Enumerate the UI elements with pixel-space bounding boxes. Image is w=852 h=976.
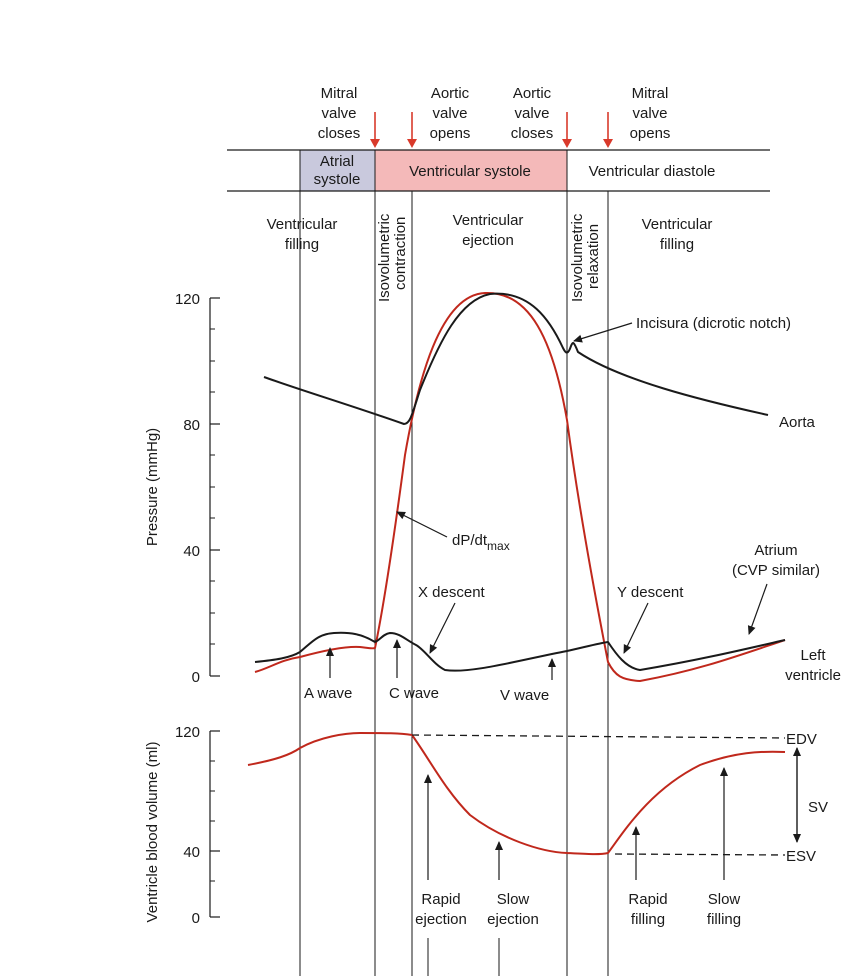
esv-label: ESV [786,848,816,865]
pressure-tick-label: 40 [183,543,200,560]
a-wave-label: A wave [304,647,352,702]
pressure-axis: 120 80 40 0 Pressure (mmHg) [144,291,220,686]
sub-phase-ejection: Ventricular ejection [453,212,524,249]
svg-text:Isovolumetric: Isovolumetric [569,213,586,302]
valve-event-aortic-closes: Aortic valve closes [511,85,554,142]
svg-text:filling: filling [660,236,694,253]
svg-text:Rapid: Rapid [421,891,460,908]
svg-text:filling: filling [707,911,741,928]
dpdt-label: dP/dtmax [396,511,510,553]
ventricle-volume-curve [247,731,786,856]
x-descent-label: X descent [418,584,486,654]
svg-text:ventricle: ventricle [785,667,841,684]
svg-text:closes: closes [318,125,361,142]
atrial-systole-band [300,150,375,191]
atrial-systole-label: Atrial [320,153,354,170]
svg-text:valve: valve [632,105,667,122]
pressure-tick-label: 120 [175,291,200,308]
svg-text:Aortic: Aortic [431,85,470,102]
svg-text:valve: valve [432,105,467,122]
svg-text:opens: opens [430,125,471,142]
volume-tick-label: 40 [183,844,200,861]
atrium-label: Atrium (CVP similar) [732,542,820,635]
rapid-filling-label: Rapid filling [628,891,667,928]
sv-label: SV [808,799,828,816]
valve-event-mitral-opens: Mitral valve opens [630,85,671,142]
valve-arrow-icon [370,112,380,148]
svg-text:filling: filling [631,911,665,928]
rapid-ejection-label: Rapid ejection [415,891,467,928]
volume-tick-label: 120 [175,724,200,741]
pressure-tick-label: 0 [192,669,200,686]
svg-text:C wave: C wave [389,685,439,702]
svg-text:contraction: contraction [392,217,409,290]
svg-text:opens: opens [630,125,671,142]
c-wave-label: C wave [389,639,439,702]
svg-text:A wave: A wave [304,685,352,702]
svg-text:Mitral: Mitral [321,85,358,102]
valve-event-aortic-opens: Aortic valve opens [430,85,471,142]
slow-filling-label: Slow filling [707,891,741,928]
sub-phase-isovolumetric-contraction: Isovolumetric contraction [376,213,409,302]
svg-text:Isovolumetric: Isovolumetric [376,213,393,302]
ventricular-systole-band [375,150,567,191]
svg-text:dP/dtmax: dP/dtmax [452,532,510,553]
pressure-tick-label: 80 [183,417,200,434]
svg-text:X descent: X descent [418,584,486,601]
slow-ejection-label: Slow ejection [487,891,539,928]
y-descent-label: Y descent [617,584,684,654]
svg-text:ejection: ejection [487,911,539,928]
edv-reference-line [411,734,786,739]
pressure-axis-title: Pressure (mmHg) [144,428,161,546]
sub-phase-filling-left: Ventricular filling [267,216,338,253]
valve-arrow-icon [603,112,613,148]
svg-text:Ventricular: Ventricular [453,212,524,229]
volume-axis-title: Ventricle blood volume (ml) [144,742,161,923]
svg-text:relaxation: relaxation [585,224,602,289]
atrial-systole-label-2: systole [314,171,361,188]
svg-text:valve: valve [514,105,549,122]
atrium-pressure-curve [254,631,786,672]
valve-arrow-icon [407,112,417,148]
svg-text:Atrium: Atrium [754,542,797,559]
v-wave-label: V wave [500,658,556,704]
svg-text:Ventricular: Ventricular [267,216,338,233]
incisura-label: Incisura (dicrotic notch) [573,315,791,343]
phase-lines [299,150,609,976]
edv-label: EDV [786,731,817,748]
left-ventricle-label: Left ventricle [785,647,841,684]
aorta-label: Aorta [779,414,816,431]
left-ventricle-pressure-curve [254,291,786,683]
svg-text:ejection: ejection [462,232,514,249]
svg-text:Mitral: Mitral [632,85,669,102]
esv-reference-line [614,853,786,856]
valve-event-mitral-closes: Mitral valve closes [318,85,361,142]
ventricular-diastole-label: Ventricular diastole [589,163,716,180]
svg-text:Y descent: Y descent [617,584,684,601]
svg-text:Ventricular: Ventricular [642,216,713,233]
svg-text:filling: filling [285,236,319,253]
sub-phase-isovolumetric-relaxation: Isovolumetric relaxation [569,213,602,302]
ventricular-systole-label: Ventricular systole [409,163,531,180]
svg-text:valve: valve [321,105,356,122]
svg-text:Slow: Slow [497,891,530,908]
valve-arrows [370,112,613,148]
svg-text:ejection: ejection [415,911,467,928]
svg-text:closes: closes [511,125,554,142]
svg-text:(CVP similar): (CVP similar) [732,562,820,579]
volume-tick-label: 0 [192,910,200,927]
sub-phase-filling-right: Ventricular filling [642,216,713,253]
aorta-pressure-curve [263,292,769,426]
svg-text:Aortic: Aortic [513,85,552,102]
svg-text:Rapid: Rapid [628,891,667,908]
svg-text:V wave: V wave [500,687,549,704]
valve-arrow-icon [562,112,572,148]
phase-bar: Atrial systole Ventricular systole Ventr… [227,149,770,192]
volume-axis: 120 40 0 Ventricle blood volume (ml) [144,724,220,927]
svg-text:Slow: Slow [708,891,741,908]
svg-text:Left: Left [800,647,826,664]
svg-text:Incisura (dicrotic notch): Incisura (dicrotic notch) [636,315,791,332]
